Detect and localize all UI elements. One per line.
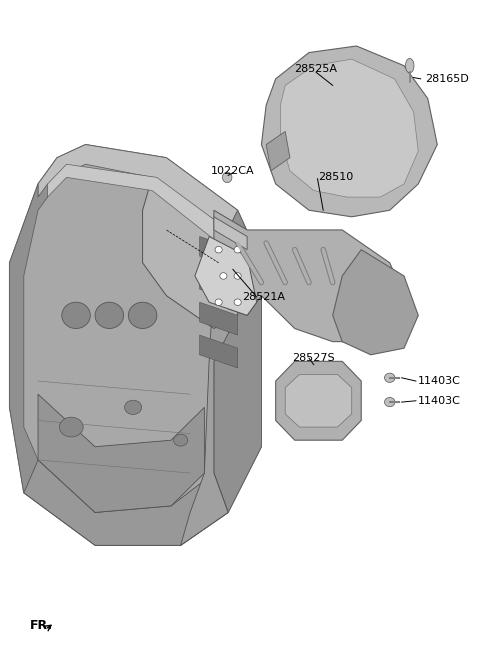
Polygon shape — [143, 177, 238, 328]
Ellipse shape — [215, 299, 222, 306]
Polygon shape — [333, 250, 418, 355]
Polygon shape — [266, 131, 290, 171]
Text: 1022CA: 1022CA — [211, 166, 255, 176]
Text: 11403C: 11403C — [418, 396, 461, 406]
Text: 28525A: 28525A — [295, 64, 337, 74]
Polygon shape — [24, 460, 228, 545]
Polygon shape — [200, 335, 238, 368]
Ellipse shape — [128, 302, 157, 328]
Polygon shape — [10, 145, 262, 545]
Ellipse shape — [406, 58, 414, 73]
Ellipse shape — [234, 299, 241, 306]
Ellipse shape — [215, 246, 222, 253]
Ellipse shape — [60, 417, 83, 437]
Polygon shape — [38, 394, 204, 512]
Polygon shape — [195, 237, 257, 315]
Ellipse shape — [95, 302, 123, 328]
Polygon shape — [280, 59, 418, 197]
Text: 28527S: 28527S — [292, 353, 335, 363]
Ellipse shape — [234, 246, 241, 253]
Ellipse shape — [124, 400, 142, 415]
Text: 28165D: 28165D — [425, 74, 469, 84]
Polygon shape — [262, 46, 437, 217]
Polygon shape — [276, 361, 361, 440]
Polygon shape — [214, 217, 247, 250]
Ellipse shape — [384, 373, 395, 382]
Polygon shape — [214, 210, 404, 342]
Ellipse shape — [222, 172, 232, 183]
Text: 11403C: 11403C — [418, 376, 461, 386]
Text: 28521A: 28521A — [242, 292, 285, 302]
Ellipse shape — [62, 302, 90, 328]
Polygon shape — [214, 210, 262, 512]
Ellipse shape — [234, 273, 241, 279]
Ellipse shape — [384, 397, 395, 407]
Polygon shape — [200, 269, 238, 302]
Polygon shape — [10, 184, 48, 493]
Ellipse shape — [220, 273, 227, 279]
Polygon shape — [200, 237, 238, 269]
Text: 28510: 28510 — [318, 172, 354, 183]
Polygon shape — [48, 164, 228, 243]
Polygon shape — [285, 374, 352, 427]
Polygon shape — [38, 145, 238, 230]
Polygon shape — [180, 230, 238, 545]
Ellipse shape — [173, 434, 188, 446]
Text: FR.: FR. — [29, 619, 53, 632]
Polygon shape — [200, 302, 238, 335]
